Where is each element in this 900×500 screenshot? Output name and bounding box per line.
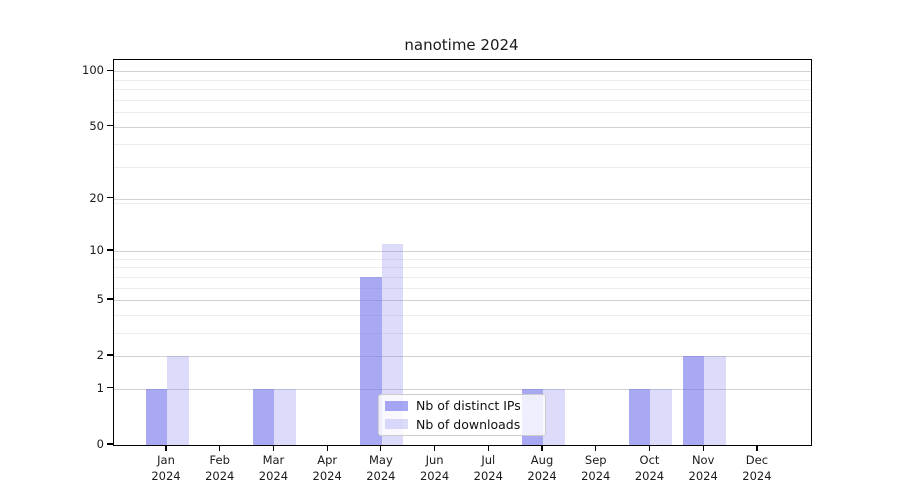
legend-label: Nb of downloads (416, 416, 521, 432)
legend: Nb of distinct IPs Nb of downloads (378, 394, 546, 436)
minor-gridline (114, 100, 811, 102)
y-tick-label: 2 (96, 348, 104, 363)
x-tick-mark (648, 445, 651, 451)
major-gridline (114, 198, 811, 200)
legend-swatch (385, 419, 408, 430)
x-tick-mark (541, 445, 543, 451)
y-tick-mark (107, 354, 113, 356)
minor-gridline (114, 332, 811, 334)
x-tick-label: Feb 2024 (205, 453, 235, 483)
minor-gridline (114, 167, 811, 169)
x-tick-label: Jun 2024 (419, 453, 450, 483)
minor-gridline (114, 202, 811, 204)
major-gridline (114, 299, 811, 301)
legend-swatch (385, 400, 408, 411)
major-gridline (114, 356, 811, 358)
x-tick-mark (165, 445, 167, 451)
minor-gridline (114, 89, 811, 91)
bar-mar-downloads (274, 388, 296, 445)
bar-aug-downloads (543, 388, 565, 445)
y-tick-label: 0 (96, 437, 104, 451)
x-tick-label: Jul 2024 (473, 453, 503, 483)
x-tick-mark (702, 445, 704, 451)
legend-row: Nb of downloads (385, 417, 545, 432)
bar-nov-ips (682, 356, 705, 445)
x-tick-mark (434, 445, 436, 451)
minor-gridline (114, 267, 811, 269)
x-tick-mark (219, 445, 221, 451)
minor-gridline (114, 112, 811, 114)
bar-may-ips (360, 276, 382, 445)
bar-nov-downloads (704, 356, 726, 445)
x-tick-mark (487, 445, 489, 451)
y-tick-mark (107, 387, 113, 389)
chart-title: nanotime 2024 (404, 36, 519, 54)
minor-gridline (114, 258, 811, 260)
legend-label: Nb of distinct IPs (416, 398, 521, 414)
bar-oct-ips (628, 388, 651, 445)
x-tick-label: Oct 2024 (634, 453, 665, 483)
y-tick-label: 5 (96, 291, 104, 306)
major-gridline (114, 126, 811, 128)
x-tick-mark (326, 445, 328, 451)
x-tick-mark (756, 445, 758, 451)
bar-jan-ips (145, 388, 167, 445)
y-tick-mark (107, 443, 113, 445)
x-tick-label: May 2024 (366, 453, 396, 483)
y-tick-mark (107, 298, 113, 300)
x-tick-label: Jan 2024 (151, 453, 181, 483)
x-tick-label: Sep 2024 (581, 453, 611, 483)
x-tick-label: Nov 2024 (688, 453, 718, 483)
y-tick-label: 100 (82, 63, 104, 78)
x-tick-mark (380, 445, 382, 451)
major-gridline (114, 388, 811, 390)
bar-jan-downloads (167, 356, 189, 445)
x-tick-label: Dec 2024 (742, 453, 772, 483)
plot-area (113, 59, 812, 446)
y-tick-label: 1 (96, 380, 104, 395)
major-gridline (114, 71, 811, 73)
minor-gridline (114, 144, 811, 146)
x-tick-label: Mar 2024 (258, 453, 289, 483)
minor-gridline (114, 287, 811, 289)
x-tick-label: Apr 2024 (312, 453, 342, 483)
minor-gridline (114, 79, 811, 81)
minor-gridline (114, 276, 811, 278)
legend-row: Nb of distinct IPs (385, 398, 545, 413)
minor-gridline (114, 314, 811, 316)
y-tick-label: 10 (89, 242, 104, 257)
x-tick-label: Aug 2024 (527, 453, 557, 483)
y-tick-label: 20 (89, 190, 104, 205)
y-tick-mark (107, 197, 113, 199)
major-gridline (114, 250, 811, 252)
bar-mar-ips (252, 388, 275, 445)
y-tick-mark (107, 69, 113, 72)
bar-oct-downloads (650, 388, 672, 445)
x-tick-mark (595, 445, 597, 451)
x-tick-mark (272, 445, 275, 451)
y-tick-mark (107, 249, 113, 251)
y-tick-mark (107, 125, 113, 127)
y-tick-label: 50 (89, 118, 104, 133)
